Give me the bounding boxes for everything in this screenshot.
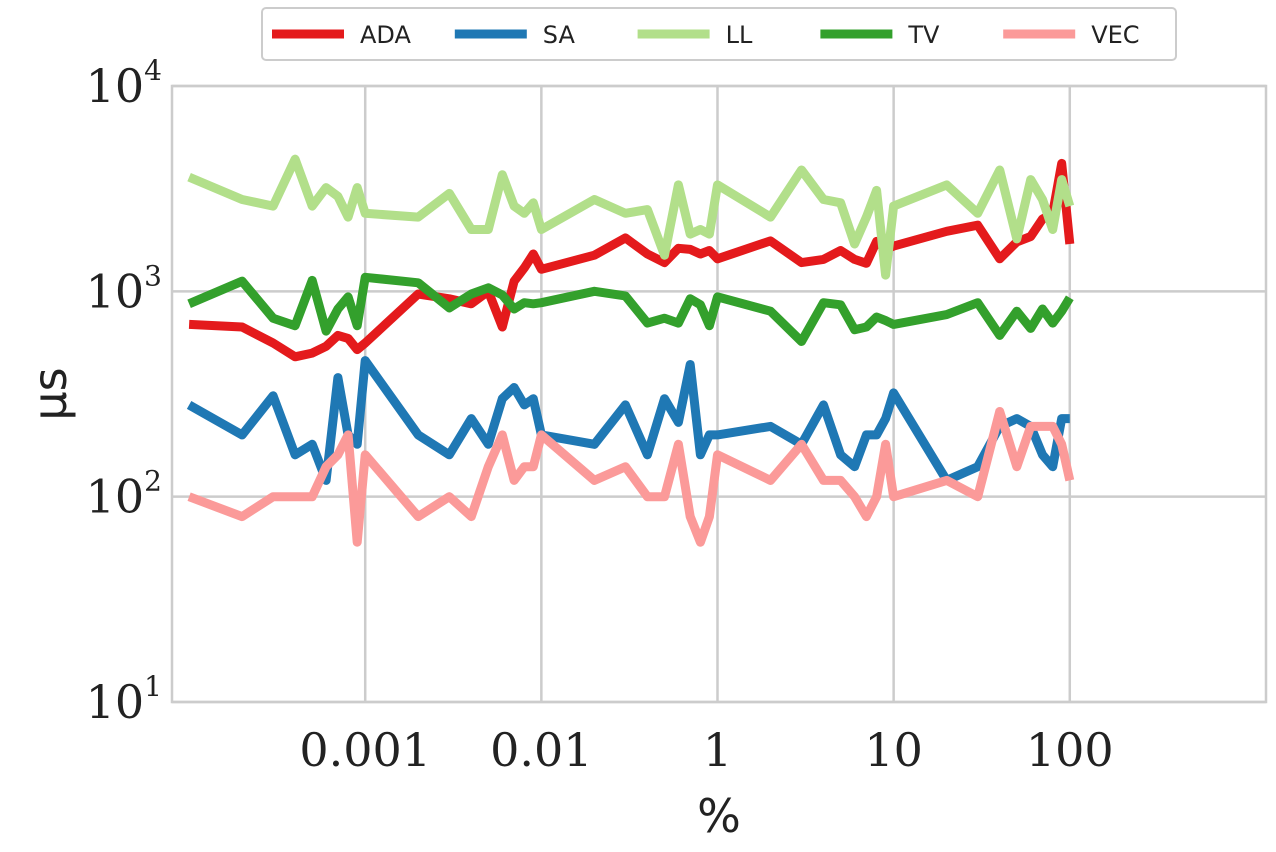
y-axis-title: μs xyxy=(23,367,77,420)
x-tick-label: 100 xyxy=(1026,723,1114,777)
x-tick-label: 10 xyxy=(864,723,923,777)
legend: ADA SA LL TV VEC xyxy=(261,7,1177,61)
y-tick-label: 103 xyxy=(86,259,162,318)
legend-label-sa: SA xyxy=(543,21,576,49)
y-tick-exponent: 1 xyxy=(144,670,162,703)
series-line-ada xyxy=(188,158,1075,362)
y-tick-label: 101 xyxy=(86,670,162,729)
x-tick-label: 0.001 xyxy=(299,723,431,777)
legend-label-tv: TV xyxy=(907,21,940,49)
legend-label-ll: LL xyxy=(726,21,753,49)
series-line-sa xyxy=(186,356,1070,485)
y-tick-label: 102 xyxy=(86,465,162,524)
series-line-tv xyxy=(187,272,1074,346)
series-line-vec xyxy=(187,407,1075,547)
x-tick-label: 1 xyxy=(703,723,732,777)
legend-label-vec: VEC xyxy=(1091,21,1139,49)
legend-label-ada: ADA xyxy=(360,21,411,49)
legend-box xyxy=(261,7,1177,61)
x-tick-label: 0.01 xyxy=(490,723,592,777)
series-layer xyxy=(186,154,1075,547)
y-tick-exponent: 4 xyxy=(144,54,162,87)
y-tick-exponent: 2 xyxy=(144,465,162,498)
y-tick-label: 104 xyxy=(86,54,162,113)
y-tick-base: 10 xyxy=(86,264,145,318)
x-axis-title: % xyxy=(697,789,741,843)
plot-frame xyxy=(170,84,1268,704)
y-tick-base: 10 xyxy=(86,59,145,113)
series-line-ll xyxy=(187,154,1075,280)
y-tick-base: 10 xyxy=(86,470,145,524)
x-tick-labels: 0.001 0.01 1 10 100 xyxy=(299,723,1113,777)
y-tick-exponent: 3 xyxy=(144,259,162,292)
y-tick-base: 10 xyxy=(86,675,145,729)
